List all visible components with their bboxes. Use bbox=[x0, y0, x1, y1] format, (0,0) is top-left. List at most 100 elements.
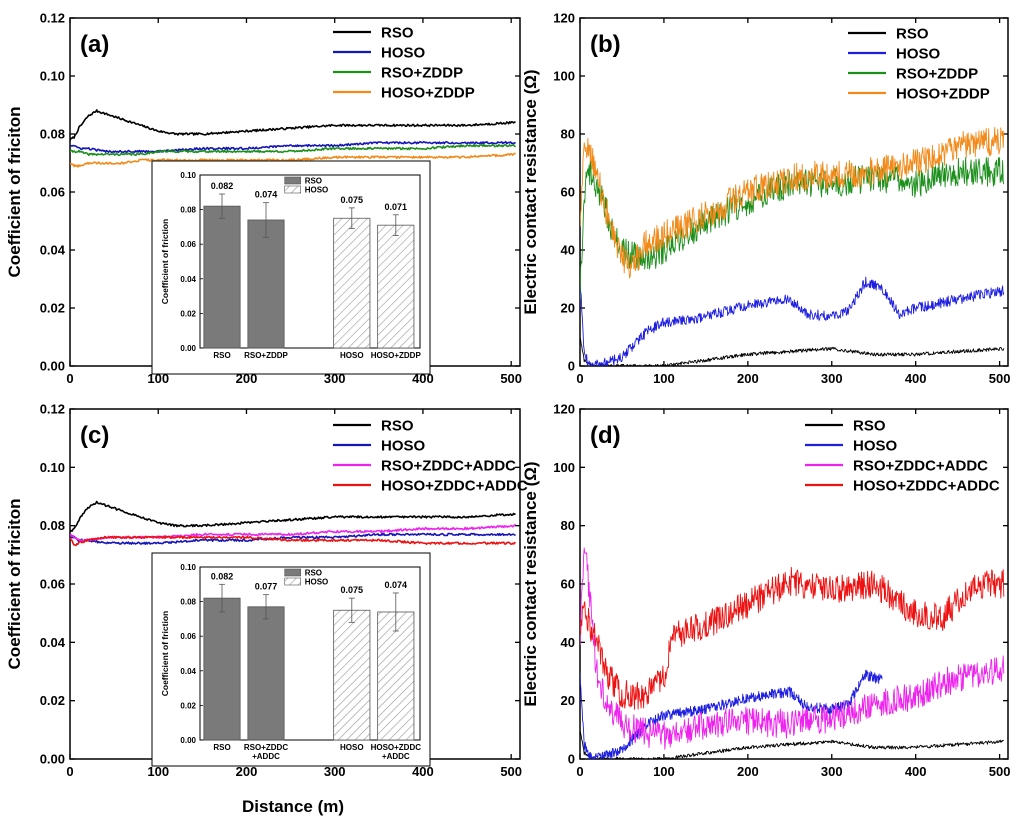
x-tick-label: 500 bbox=[500, 764, 522, 779]
inset-category-label: RSO+ZDDC bbox=[244, 743, 288, 752]
inset-value-label: 0.074 bbox=[385, 580, 408, 590]
x-tick-label: 400 bbox=[412, 764, 434, 779]
y-tick-label: 0.10 bbox=[40, 460, 65, 475]
legend-entry: RSO bbox=[381, 25, 414, 42]
y-tick-label: 0.10 bbox=[40, 69, 65, 84]
inset-y-tick-label: 0.02 bbox=[180, 309, 196, 318]
series-line-rso bbox=[580, 337, 1005, 366]
inset-y-tick-label: 0.10 bbox=[180, 563, 196, 572]
legend-entry: RSO+ZDDC+ADDC bbox=[853, 458, 988, 475]
inset-y-tick-label: 0.04 bbox=[180, 667, 196, 676]
series-line-rso-zddp bbox=[580, 156, 1005, 300]
x-tick-label: 300 bbox=[324, 371, 346, 386]
x-tick-label: 0 bbox=[576, 764, 583, 779]
shared-x-axis-label: Distance (m) bbox=[242, 797, 344, 816]
legend-entry: RSO bbox=[896, 26, 929, 43]
legend-entry: HOSO bbox=[381, 45, 426, 62]
y-tick-label: 0.02 bbox=[40, 693, 65, 708]
inset-legend-swatch bbox=[284, 568, 302, 577]
x-tick-label: 200 bbox=[236, 764, 258, 779]
y-tick-label: 60 bbox=[561, 577, 575, 592]
y-axis-label: Electric contact resistance (Ω) bbox=[521, 461, 540, 706]
series-group bbox=[580, 547, 1005, 759]
legend-entry: HOSO+ZDDC+ADDC bbox=[853, 478, 1000, 495]
legend-entry: RSO bbox=[381, 418, 414, 435]
y-tick-label: 40 bbox=[561, 635, 575, 650]
y-tick-label: 120 bbox=[553, 402, 575, 417]
legend-entry: HOSO bbox=[381, 438, 426, 455]
legend: RSO HOSO RSO+ZDDP HOSO+ZDDP bbox=[848, 26, 990, 103]
inset-y-tick-label: 0.04 bbox=[180, 275, 196, 284]
inset-y-tick-label: 0.02 bbox=[180, 701, 196, 710]
inset-legend-swatch bbox=[284, 176, 302, 185]
y-tick-label: 80 bbox=[561, 518, 575, 533]
series-line-rso bbox=[70, 109, 516, 141]
inset-category-label: HOSO bbox=[340, 743, 364, 752]
panel-1: 0 100 200 300 400 500 0.00 0.02 0.04 0.06 0.08 0.10… bbox=[5, 11, 522, 387]
inset-legend-entry: RSO bbox=[305, 177, 322, 186]
inset-bar bbox=[203, 597, 241, 741]
y-tick-label: 20 bbox=[561, 693, 575, 708]
inset-value-label: 0.071 bbox=[385, 202, 408, 212]
inset-category-label: HOSO+ZDDP bbox=[371, 351, 422, 360]
x-tick-label: 200 bbox=[737, 371, 759, 386]
x-tick-label: 200 bbox=[236, 371, 258, 386]
panel-label: (d) bbox=[590, 422, 621, 449]
inset-y-tick-label: 0.06 bbox=[180, 240, 196, 249]
y-tick-label: 80 bbox=[561, 127, 575, 142]
y-tick-label: 0.12 bbox=[40, 11, 65, 26]
y-tick-label: 20 bbox=[561, 301, 575, 316]
legend: RSO HOSO RSO+ZDDC+ADDC HOSO+ZDDC+ADDC bbox=[805, 418, 1000, 495]
inset-y-tick-label: 0.06 bbox=[180, 632, 196, 641]
y-tick-label: 0 bbox=[568, 359, 575, 374]
inset-frame bbox=[199, 174, 421, 349]
y-tick-label: 0 bbox=[568, 752, 575, 767]
x-tick-label: 100 bbox=[147, 764, 169, 779]
series-line-rso-zddp bbox=[70, 143, 516, 157]
inset-y-tick-label: 0.08 bbox=[180, 206, 196, 215]
series-group bbox=[70, 500, 516, 547]
legend: RSO HOSO RSO+ZDDC+ADDC HOSO+ZDDC+ADDC bbox=[333, 418, 528, 495]
x-tick-label: 200 bbox=[737, 764, 759, 779]
y-axis-label: Electric contact resistance (Ω) bbox=[521, 69, 540, 314]
y-tick-label: 0.02 bbox=[40, 301, 65, 316]
x-tick-label: 400 bbox=[412, 371, 434, 386]
y-tick-label: 0.04 bbox=[40, 635, 66, 650]
x-tick-label: 300 bbox=[821, 764, 843, 779]
inset-bar bbox=[333, 217, 371, 349]
y-tick-label: 0.00 bbox=[40, 752, 65, 767]
panel-label: (a) bbox=[80, 31, 109, 58]
y-axis-label: Coefficient of friciton bbox=[5, 107, 24, 278]
inset-y-axis-label: Coefficient of friction bbox=[160, 611, 170, 696]
inset-category-label: HOSO+ZDDC bbox=[371, 743, 422, 752]
inset-legend-entry: HOSO bbox=[305, 186, 329, 195]
x-tick-label: 400 bbox=[905, 371, 927, 386]
series-line-rso bbox=[580, 730, 1004, 759]
inset-y-axis-label: Coefficient of friction bbox=[160, 219, 170, 304]
inset-legend-entry: RSO bbox=[305, 569, 322, 578]
series-line-hoso-zddc-addc bbox=[70, 535, 516, 547]
inset-bar-chart: 0.00 0.02 0.04 0.06 0.08 0.10 Coefficient of f… bbox=[151, 552, 431, 767]
inset-category-label: +ADDC bbox=[382, 752, 410, 761]
inset-value-label: 0.077 bbox=[255, 582, 278, 592]
x-tick-label: 500 bbox=[500, 371, 522, 386]
y-tick-label: 120 bbox=[553, 11, 575, 26]
series-line-rso-zddc-addc bbox=[580, 547, 1005, 750]
inset-value-label: 0.075 bbox=[341, 195, 364, 205]
inset-bar bbox=[247, 219, 285, 349]
inset-frame bbox=[199, 566, 421, 741]
inset-category-label: +ADDC bbox=[252, 752, 280, 761]
series-line-hoso-zddc-addc bbox=[580, 566, 1005, 710]
x-tick-label: 0 bbox=[66, 764, 73, 779]
inset-bar bbox=[247, 606, 285, 741]
inset-bar bbox=[377, 224, 415, 349]
legend-entry: HOSO+ZDDP bbox=[381, 85, 475, 102]
y-tick-label: 100 bbox=[553, 69, 575, 84]
panel-2: 0 100 200 300 400 500 0 20 40 60 80 100 120 Electric … bbox=[521, 11, 1010, 387]
inset-value-label: 0.074 bbox=[255, 190, 278, 200]
legend-entry: HOSO+ZDDP bbox=[896, 86, 990, 103]
y-tick-label: 0.06 bbox=[40, 577, 65, 592]
inset-value-label: 0.075 bbox=[341, 585, 364, 595]
inset-category-label: HOSO bbox=[340, 351, 364, 360]
